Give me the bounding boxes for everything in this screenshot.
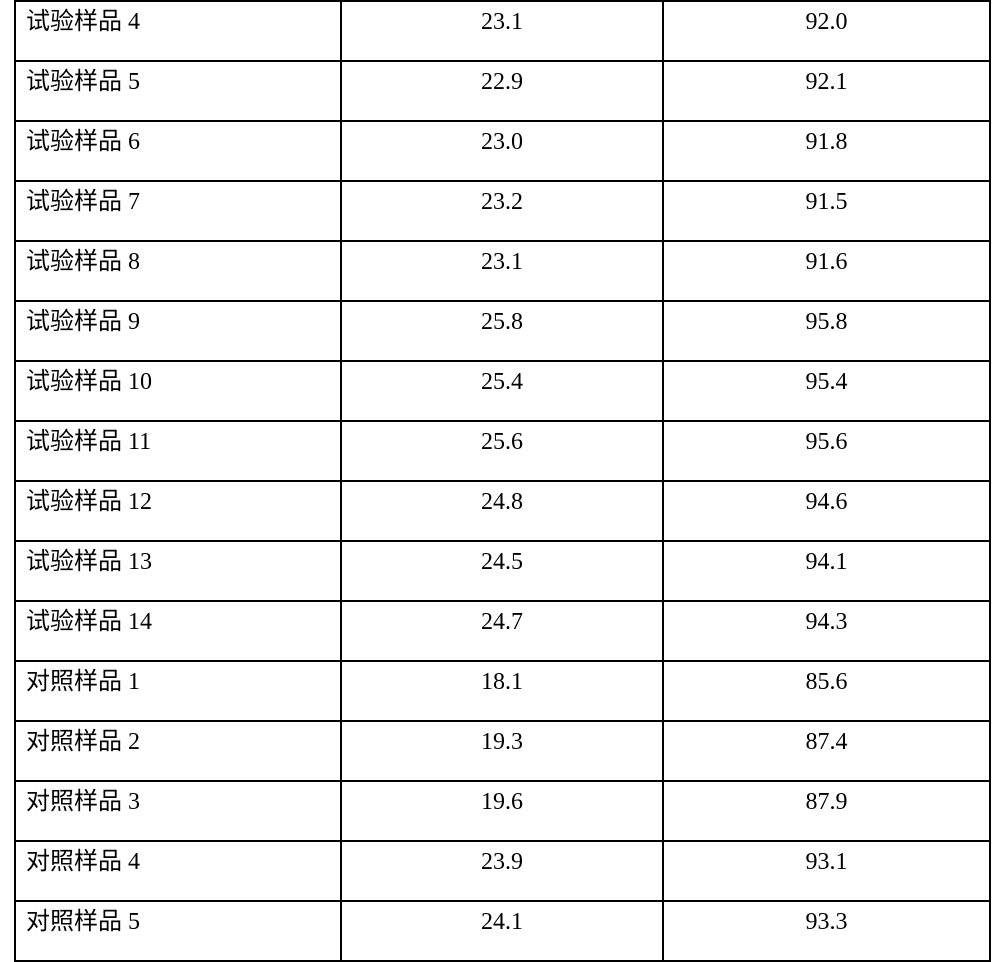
sample-name-cell: 试验样品 12 xyxy=(15,481,341,541)
table-row: 对照样品 4 23.9 93.1 xyxy=(15,841,990,901)
value-2-cell: 95.6 xyxy=(663,421,990,481)
value-2-cell: 94.3 xyxy=(663,601,990,661)
value-2-cell: 91.8 xyxy=(663,121,990,181)
value-2-cell: 87.9 xyxy=(663,781,990,841)
value-2-cell: 94.1 xyxy=(663,541,990,601)
table-row: 试验样品 5 22.9 92.1 xyxy=(15,61,990,121)
table-row: 对照样品 2 19.3 87.4 xyxy=(15,721,990,781)
value-1-cell: 25.6 xyxy=(341,421,663,481)
sample-name-cell: 对照样品 1 xyxy=(15,661,341,721)
value-1-cell: 19.6 xyxy=(341,781,663,841)
table-row: 试验样品 10 25.4 95.4 xyxy=(15,361,990,421)
sample-name-cell: 对照样品 4 xyxy=(15,841,341,901)
sample-name-cell: 试验样品 8 xyxy=(15,241,341,301)
value-1-cell: 24.8 xyxy=(341,481,663,541)
table-row: 试验样品 12 24.8 94.6 xyxy=(15,481,990,541)
sample-name-cell: 对照样品 2 xyxy=(15,721,341,781)
table-row: 试验样品 7 23.2 91.5 xyxy=(15,181,990,241)
value-1-cell: 23.9 xyxy=(341,841,663,901)
value-1-cell: 24.7 xyxy=(341,601,663,661)
value-1-cell: 18.1 xyxy=(341,661,663,721)
table-row: 试验样品 4 23.1 92.0 xyxy=(15,1,990,61)
value-1-cell: 23.2 xyxy=(341,181,663,241)
value-2-cell: 91.6 xyxy=(663,241,990,301)
value-1-cell: 23.0 xyxy=(341,121,663,181)
sample-name-cell: 试验样品 13 xyxy=(15,541,341,601)
table-row: 试验样品 6 23.0 91.8 xyxy=(15,121,990,181)
sample-name-cell: 试验样品 7 xyxy=(15,181,341,241)
sample-name-cell: 试验样品 11 xyxy=(15,421,341,481)
value-2-cell: 95.4 xyxy=(663,361,990,421)
table-row: 试验样品 14 24.7 94.3 xyxy=(15,601,990,661)
value-1-cell: 23.1 xyxy=(341,241,663,301)
sample-name-cell: 试验样品 10 xyxy=(15,361,341,421)
table-row: 试验样品 13 24.5 94.1 xyxy=(15,541,990,601)
table-body: 试验样品 4 23.1 92.0 试验样品 5 22.9 92.1 试验样品 6… xyxy=(15,1,990,961)
value-2-cell: 93.3 xyxy=(663,901,990,961)
sample-name-cell: 试验样品 9 xyxy=(15,301,341,361)
value-2-cell: 92.0 xyxy=(663,1,990,61)
sample-name-cell: 对照样品 5 xyxy=(15,901,341,961)
value-1-cell: 23.1 xyxy=(341,1,663,61)
value-1-cell: 24.5 xyxy=(341,541,663,601)
value-2-cell: 95.8 xyxy=(663,301,990,361)
value-2-cell: 94.6 xyxy=(663,481,990,541)
table-row: 对照样品 3 19.6 87.9 xyxy=(15,781,990,841)
value-1-cell: 25.8 xyxy=(341,301,663,361)
value-1-cell: 19.3 xyxy=(341,721,663,781)
value-2-cell: 87.4 xyxy=(663,721,990,781)
sample-name-cell: 试验样品 14 xyxy=(15,601,341,661)
sample-name-cell: 对照样品 3 xyxy=(15,781,341,841)
value-1-cell: 22.9 xyxy=(341,61,663,121)
table-row: 对照样品 5 24.1 93.3 xyxy=(15,901,990,961)
value-2-cell: 85.6 xyxy=(663,661,990,721)
sample-name-cell: 试验样品 5 xyxy=(15,61,341,121)
value-1-cell: 25.4 xyxy=(341,361,663,421)
value-2-cell: 93.1 xyxy=(663,841,990,901)
sample-data-table: 试验样品 4 23.1 92.0 试验样品 5 22.9 92.1 试验样品 6… xyxy=(14,0,991,962)
table-row: 试验样品 11 25.6 95.6 xyxy=(15,421,990,481)
value-2-cell: 92.1 xyxy=(663,61,990,121)
table-row: 试验样品 8 23.1 91.6 xyxy=(15,241,990,301)
table-row: 试验样品 9 25.8 95.8 xyxy=(15,301,990,361)
table-row: 对照样品 1 18.1 85.6 xyxy=(15,661,990,721)
sample-name-cell: 试验样品 4 xyxy=(15,1,341,61)
value-2-cell: 91.5 xyxy=(663,181,990,241)
sample-name-cell: 试验样品 6 xyxy=(15,121,341,181)
value-1-cell: 24.1 xyxy=(341,901,663,961)
